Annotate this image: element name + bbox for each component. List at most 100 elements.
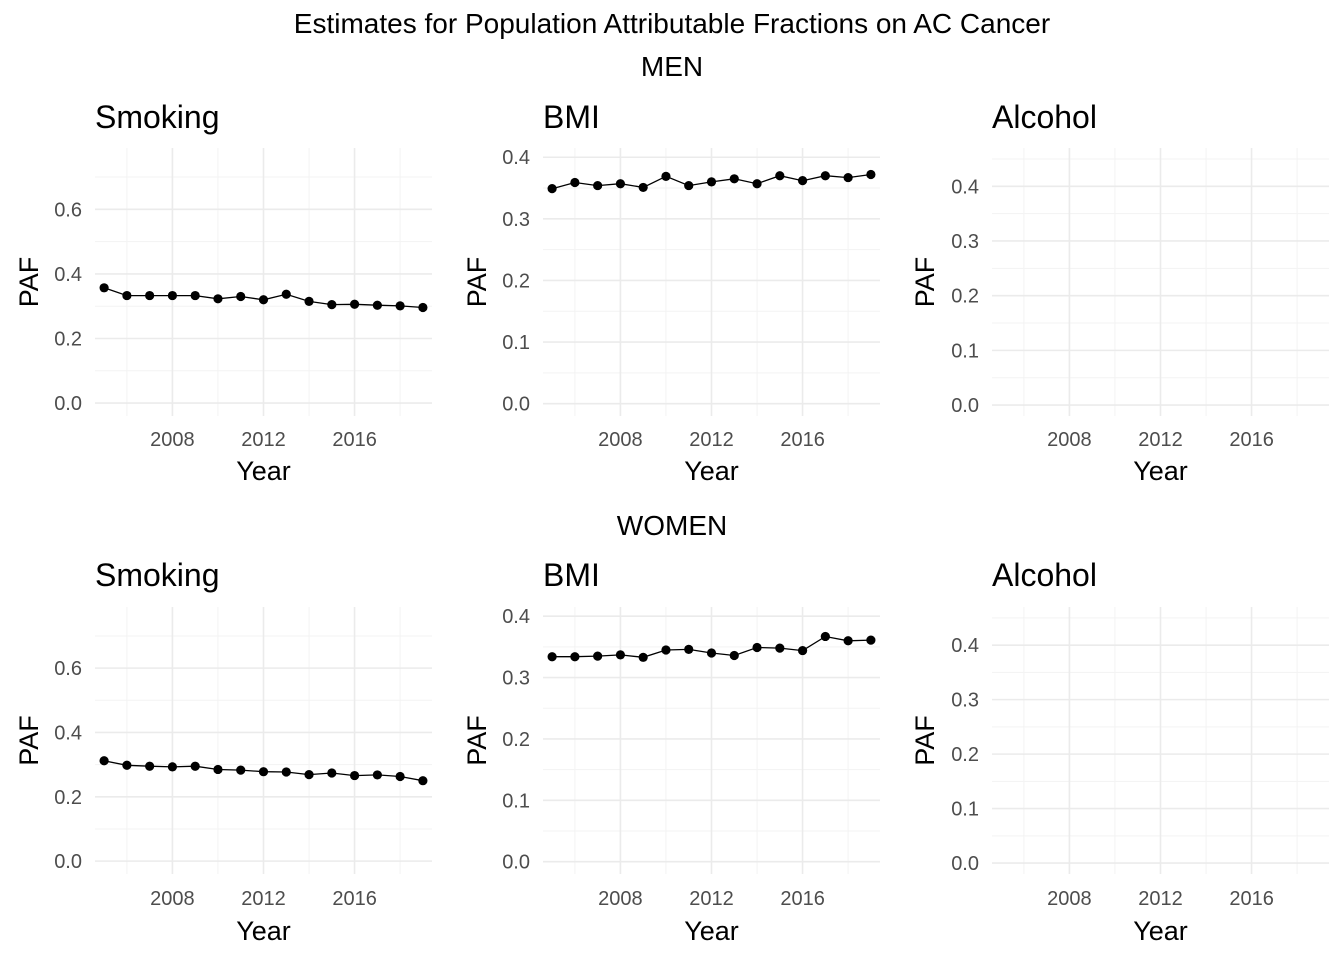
data-point bbox=[99, 756, 109, 766]
panel-title: Alcohol bbox=[992, 557, 1097, 593]
x-axis-label: Year bbox=[1133, 916, 1188, 946]
data-point bbox=[684, 180, 694, 191]
x-tick-label: 2012 bbox=[689, 888, 734, 910]
data-point bbox=[145, 290, 155, 301]
data-point bbox=[122, 290, 132, 301]
x-tick-label: 2012 bbox=[241, 888, 286, 910]
panel-title: Smoking bbox=[95, 557, 220, 593]
data-point bbox=[327, 300, 337, 310]
data-point bbox=[866, 169, 876, 180]
x-axis-label: Year bbox=[236, 456, 291, 486]
data-point bbox=[281, 289, 291, 299]
data-point bbox=[706, 177, 717, 187]
y-tick-label: 0.0 bbox=[502, 394, 530, 416]
data-point bbox=[372, 300, 382, 310]
y-tick-label: 0.1 bbox=[502, 332, 530, 354]
y-tick-label: 0.4 bbox=[54, 722, 82, 744]
y-tick-label: 0.0 bbox=[502, 852, 530, 874]
y-tick-label: 0.1 bbox=[951, 799, 979, 821]
x-axis-label: Year bbox=[1133, 456, 1188, 486]
y-tick-label: 0.2 bbox=[502, 729, 530, 751]
x-tick-label: 2016 bbox=[780, 888, 825, 910]
y-tick-label: 0.3 bbox=[951, 231, 979, 253]
panel-men-smoking: 0.0 0.2 0.4 0.6 2008 2012 2016 Smoking Year PAF bbox=[14, 99, 432, 486]
data-point bbox=[418, 302, 428, 313]
panels-group: 0.0 0.2 0.4 0.6 2008 2012 2016 Smoking Year PAF 0.… bbox=[14, 99, 1329, 946]
y-tick-label: 0.3 bbox=[502, 668, 530, 690]
y-tick-label: 0.4 bbox=[502, 606, 530, 628]
data-point bbox=[615, 650, 626, 660]
y-axis-label: PAF bbox=[910, 257, 940, 308]
data-point bbox=[775, 643, 785, 653]
y-tick-label: 0.3 bbox=[502, 209, 530, 231]
data-point bbox=[729, 174, 739, 184]
y-tick-label: 0.2 bbox=[951, 744, 979, 766]
x-tick-label: 2012 bbox=[1138, 429, 1183, 451]
data-point bbox=[99, 283, 109, 293]
panel-title: Alcohol bbox=[992, 99, 1097, 135]
data-point bbox=[281, 767, 291, 777]
data-point bbox=[395, 771, 405, 782]
data-point bbox=[145, 761, 155, 771]
y-axis-label: PAF bbox=[462, 715, 492, 766]
x-axis-label: Year bbox=[236, 916, 291, 946]
y-tick-label: 0.6 bbox=[54, 199, 82, 221]
data-point bbox=[122, 760, 132, 770]
data-point bbox=[327, 768, 337, 778]
data-point bbox=[372, 770, 382, 780]
data-point bbox=[843, 636, 853, 646]
y-axis-label: PAF bbox=[910, 715, 940, 766]
data-point bbox=[167, 290, 178, 301]
data-point bbox=[304, 296, 314, 306]
data-point bbox=[258, 295, 269, 305]
x-axis-label: Year bbox=[684, 916, 739, 946]
data-point bbox=[706, 648, 717, 658]
data-point bbox=[213, 294, 223, 304]
data-point bbox=[167, 762, 178, 772]
figure-title: Estimates for Population Attributable Fr… bbox=[294, 8, 1050, 39]
data-point bbox=[190, 761, 200, 771]
y-axis-label: PAF bbox=[14, 715, 44, 766]
y-tick-label: 0.4 bbox=[951, 176, 979, 198]
x-tick-label: 2008 bbox=[1047, 429, 1092, 451]
y-tick-label: 0.0 bbox=[54, 393, 82, 415]
y-axis-label: PAF bbox=[14, 257, 44, 308]
data-point bbox=[820, 631, 830, 642]
data-point bbox=[843, 172, 853, 183]
x-tick-label: 2012 bbox=[689, 429, 734, 451]
data-point bbox=[547, 652, 557, 662]
y-tick-label: 0.1 bbox=[502, 790, 530, 812]
data-point bbox=[661, 171, 671, 181]
data-point bbox=[418, 776, 428, 786]
data-point bbox=[752, 179, 762, 189]
data-point bbox=[729, 650, 739, 661]
y-tick-label: 0.2 bbox=[502, 270, 530, 292]
data-point bbox=[570, 177, 580, 188]
data-point bbox=[797, 176, 808, 186]
y-tick-label: 0.2 bbox=[54, 329, 82, 351]
y-tick-label: 0.3 bbox=[951, 690, 979, 712]
panel-men-bmi: 0.0 0.1 0.2 0.3 0.4 2008 2012 2016 BMI Year PAF bbox=[462, 99, 880, 486]
panel-title: BMI bbox=[543, 557, 600, 593]
data-point bbox=[236, 291, 246, 302]
data-point bbox=[349, 770, 360, 781]
x-axis-label: Year bbox=[684, 456, 739, 486]
data-point bbox=[570, 652, 580, 662]
x-tick-label: 2008 bbox=[150, 429, 195, 451]
y-tick-label: 0.2 bbox=[951, 286, 979, 308]
panel-women-smoking: 0.0 0.2 0.4 0.6 2008 2012 2016 Smoking Year PAF bbox=[14, 557, 432, 946]
x-tick-label: 2012 bbox=[1138, 888, 1183, 910]
y-tick-label: 0.0 bbox=[951, 395, 979, 417]
data-point bbox=[395, 301, 405, 311]
data-point bbox=[661, 645, 671, 655]
y-axis-label: PAF bbox=[462, 257, 492, 308]
y-tick-label: 0.0 bbox=[54, 851, 82, 873]
data-point bbox=[684, 644, 694, 654]
x-tick-label: 2008 bbox=[150, 888, 195, 910]
panel-women-bmi: 0.0 0.1 0.2 0.3 0.4 2008 2012 2016 BMI Year PAF bbox=[462, 557, 880, 946]
x-tick-label: 2016 bbox=[332, 888, 377, 910]
y-tick-label: 0.4 bbox=[951, 635, 979, 657]
x-tick-label: 2012 bbox=[241, 429, 286, 451]
data-point bbox=[258, 767, 269, 777]
